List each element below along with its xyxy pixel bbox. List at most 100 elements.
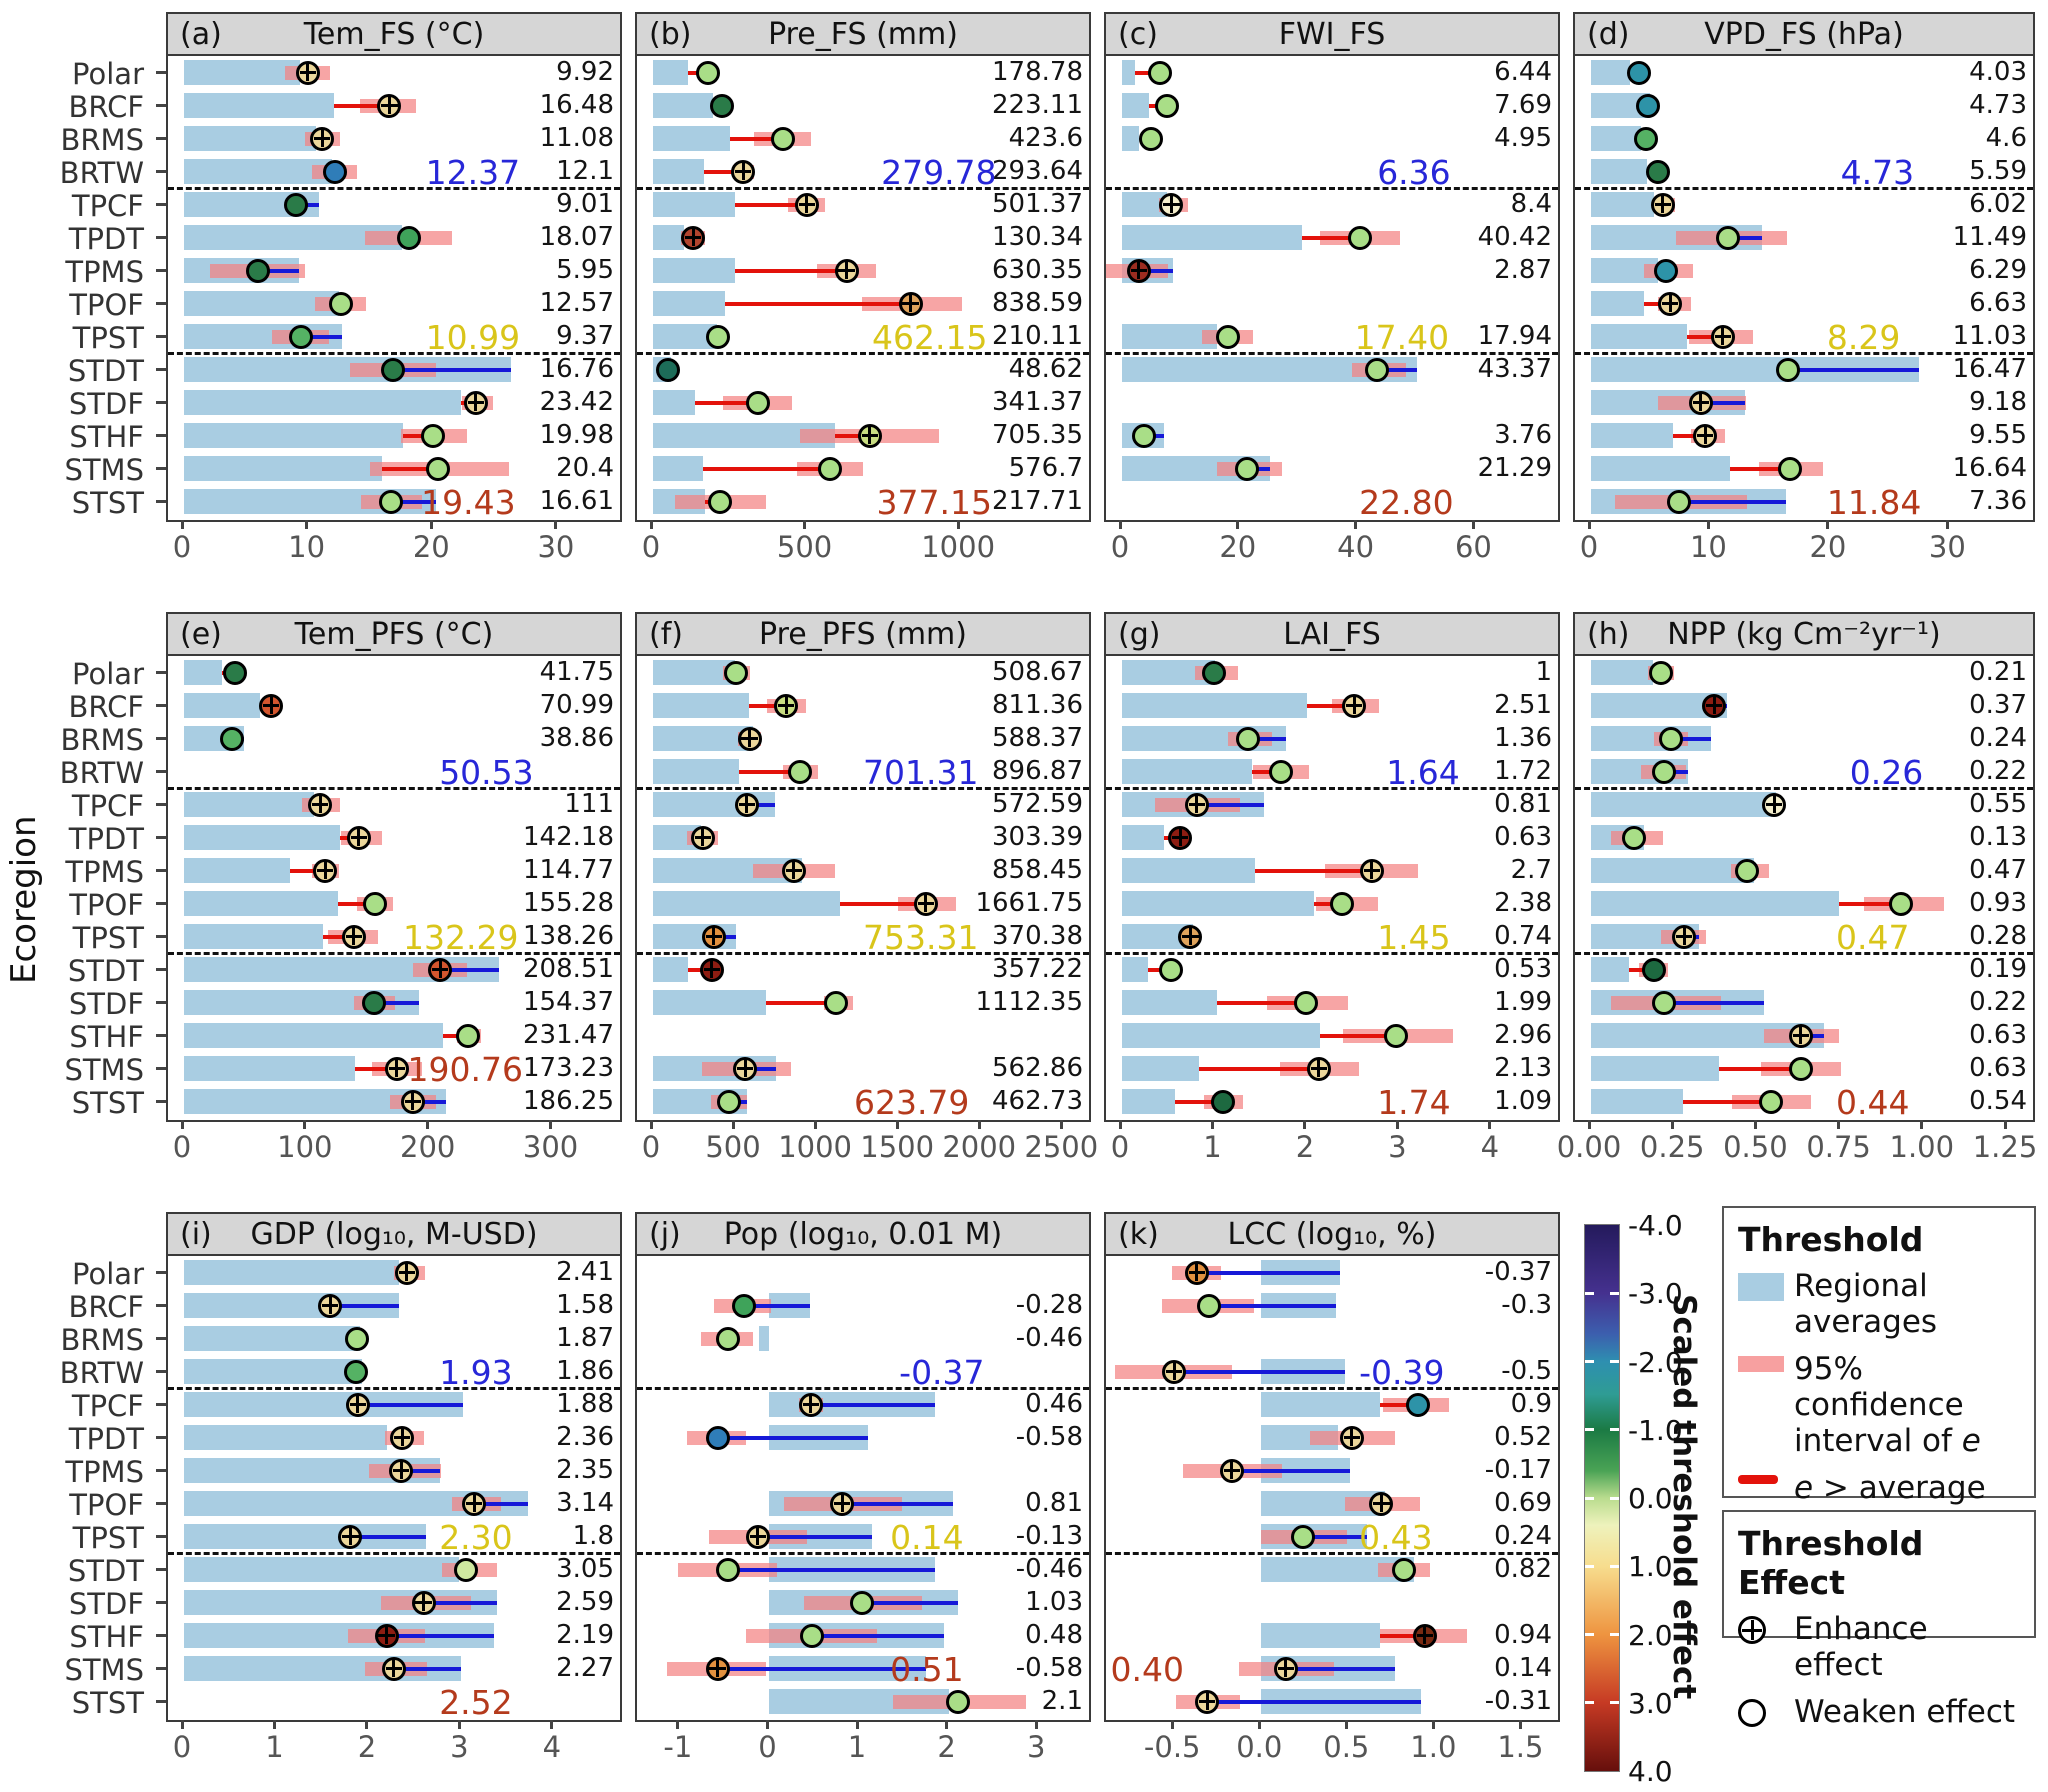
value-label: 217.71 xyxy=(992,485,1083,516)
threshold-marker-weaken xyxy=(1383,1023,1408,1048)
regional-average-bar xyxy=(1591,660,1653,685)
threshold-marker-enhance xyxy=(411,1590,436,1615)
group-average-label: -0.39 xyxy=(1359,1352,1445,1392)
x-tick-mark xyxy=(1059,1120,1063,1129)
value-label: -0.13 xyxy=(1015,1520,1083,1551)
ecoregion-tick-mark xyxy=(156,671,166,674)
x-tick-label: 200 xyxy=(400,1130,456,1164)
colorbar-tick-dash xyxy=(1585,1428,1594,1432)
legend-item-weaken-effect: Weaken effect xyxy=(1738,1695,2020,1731)
ecoregion-tick-mark xyxy=(156,968,166,971)
threshold-marker-weaken xyxy=(362,891,387,916)
regional-average-bar xyxy=(653,60,689,85)
effect-line xyxy=(1670,736,1711,741)
value-label: 43.37 xyxy=(1477,353,1552,384)
effect-line xyxy=(1379,1633,1425,1638)
regional-average-bar xyxy=(653,126,730,151)
panel-c: (c) FWI_FS 6.44 7.69 4.95 8.4 40.42 2.87 17.94 43… xyxy=(1104,12,1560,564)
value-label: 173.23 xyxy=(523,1052,614,1083)
group-average-label: 50.53 xyxy=(439,752,534,792)
effect-line xyxy=(322,934,354,939)
group-average-label: 0.51 xyxy=(890,1649,964,1689)
x-tick-mark xyxy=(1706,520,1710,529)
value-label: 0.28 xyxy=(1969,920,2027,951)
x-tick-label: 0 xyxy=(1110,1130,1130,1164)
legend-item-enhance-effect: Enhance effect xyxy=(1738,1611,2020,1683)
panel-tag: (c) xyxy=(1118,16,1158,52)
x-tick-mark xyxy=(426,1120,430,1129)
colorbar-tick-dash xyxy=(1610,1291,1619,1295)
ecoregion-tick-mark xyxy=(156,1502,166,1505)
group-average-label: 1.74 xyxy=(1377,1082,1451,1122)
x-tick-mark xyxy=(895,1120,899,1129)
value-label: 9.01 xyxy=(556,188,614,219)
regional-average-bar xyxy=(1261,1392,1380,1417)
panel-title-band: (a) Tem_FS (°C) xyxy=(166,12,622,56)
threshold-marker-weaken xyxy=(1735,858,1760,883)
threshold-marker-enhance xyxy=(1273,1656,1298,1681)
threshold-marker-weaken xyxy=(1645,159,1670,184)
ecoregion-tick-label: STDF xyxy=(68,1586,144,1621)
threshold-marker-enhance xyxy=(308,792,333,817)
value-label: 154.37 xyxy=(523,986,614,1017)
regional-average-bar xyxy=(1591,192,1655,217)
threshold-marker-weaken xyxy=(454,1557,479,1582)
x-tick-label: 0.25 xyxy=(1639,1130,1705,1164)
x-tick-label: 20 xyxy=(412,530,450,564)
threshold-marker-enhance xyxy=(681,225,706,250)
ecoregion-tick-label: TPST xyxy=(72,320,144,355)
regional-average-bar xyxy=(1591,291,1644,316)
panel-title-band: (g) LAI_FS xyxy=(1104,612,1560,656)
value-label: 2.51 xyxy=(1494,689,1552,720)
value-label: 0.14 xyxy=(1494,1652,1552,1683)
regional-average-bar xyxy=(1122,1023,1320,1048)
threshold-marker-weaken xyxy=(1654,258,1679,283)
panel-title: LCC (log₁₀, %) xyxy=(1227,1216,1437,1252)
effect-line xyxy=(757,1534,873,1539)
threshold-marker-weaken xyxy=(1716,225,1741,250)
threshold-marker-enhance xyxy=(381,1656,406,1681)
colorbar-tick-dash xyxy=(1585,1496,1594,1500)
value-label: 630.35 xyxy=(992,254,1083,285)
panel-tag: (a) xyxy=(180,16,222,52)
x-tick-label: 500 xyxy=(705,1130,761,1164)
ecoregion-tick-label: BRCF xyxy=(68,689,144,724)
value-label: 4.6 xyxy=(1985,122,2027,153)
effect-line xyxy=(333,103,390,108)
ecoregion-tick-label: TPCF xyxy=(71,188,144,223)
x-tick-mark xyxy=(1236,520,1240,529)
x-tick-label: 2 xyxy=(357,1730,377,1764)
x-tick-mark xyxy=(1488,1120,1492,1129)
regional-average-bar xyxy=(1122,1056,1199,1081)
effect-line xyxy=(440,967,499,972)
threshold-marker-weaken xyxy=(945,1689,970,1714)
value-label: 20.4 xyxy=(556,452,614,483)
value-label: 9.18 xyxy=(1969,386,2027,417)
value-label: 16.76 xyxy=(539,353,614,384)
regional-average-bar xyxy=(653,159,704,184)
x-tick-mark xyxy=(956,520,960,529)
colorbar-tick-dash xyxy=(1585,1633,1594,1636)
value-label: 1.36 xyxy=(1494,722,1552,753)
panel-tag: (e) xyxy=(180,616,222,652)
ecoregion-tick-label: STST xyxy=(71,485,144,520)
threshold-marker-enhance xyxy=(1219,1458,1244,1483)
value-label: 293.64 xyxy=(992,155,1083,186)
effect-line xyxy=(1377,367,1417,372)
group-average-label: 753.31 xyxy=(863,917,979,957)
x-tick-mark xyxy=(1118,1120,1122,1129)
threshold-marker-weaken xyxy=(1235,456,1260,481)
x-tick-label: 1 xyxy=(847,1730,867,1764)
panel-tag: (i) xyxy=(180,1216,212,1252)
threshold-marker-weaken xyxy=(1633,126,1658,151)
panel-tag: (g) xyxy=(1118,616,1161,652)
ecoregion-tick-mark xyxy=(156,1601,166,1604)
x-tick-mark xyxy=(1118,520,1122,529)
threshold-marker-enhance xyxy=(737,726,762,751)
regional-average-bar xyxy=(653,93,713,118)
x-tick-mark xyxy=(303,1120,307,1129)
x-tick-label: 0 xyxy=(172,1130,192,1164)
ecoregion-tick-mark xyxy=(156,1634,166,1637)
value-label: 16.61 xyxy=(539,485,614,516)
effect-line xyxy=(810,1402,936,1407)
